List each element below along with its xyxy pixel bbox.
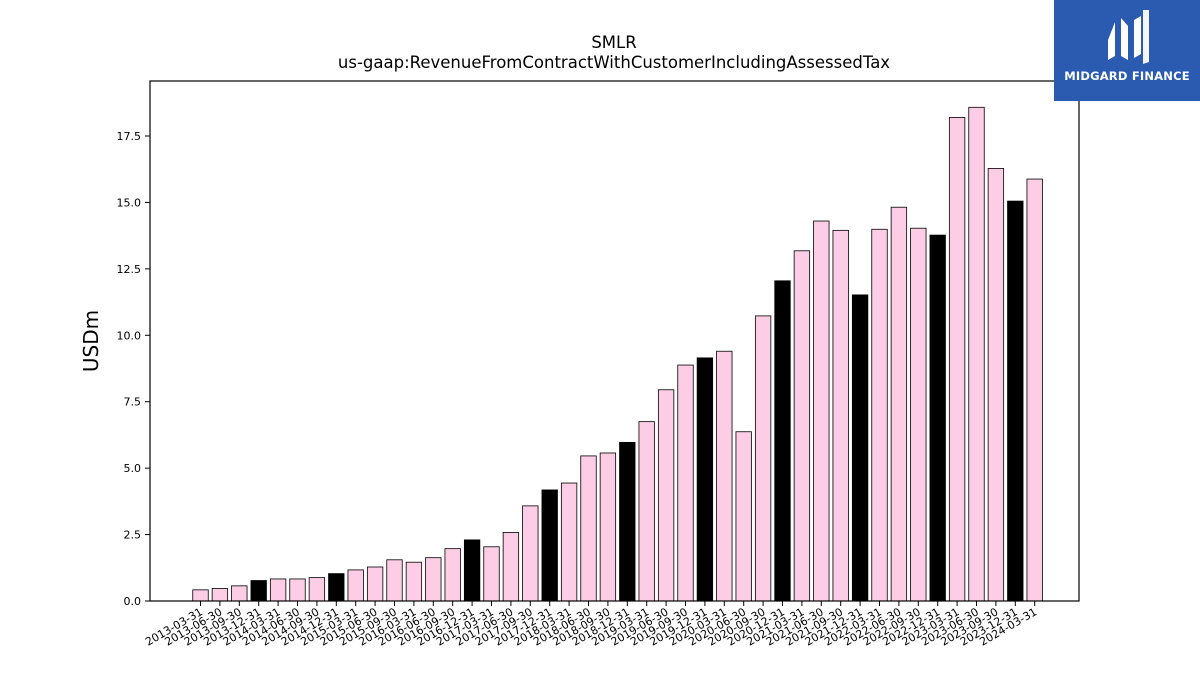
- bar: [677, 364, 694, 602]
- logo-text: MIDGARD FINANCE: [1064, 69, 1190, 83]
- chart-subtitle: us-gaap:RevenueFromContractWithCustomerI…: [338, 53, 890, 72]
- bar: [987, 168, 1005, 602]
- y-tick-label: 0.0: [124, 595, 142, 608]
- y-tick-label: 2.5: [124, 529, 142, 542]
- bar: [1026, 178, 1043, 602]
- bar: [483, 546, 500, 602]
- bars-group: [192, 106, 1043, 602]
- bar: [832, 229, 849, 602]
- bar: [502, 532, 520, 602]
- bar: [910, 227, 927, 602]
- bar: [366, 566, 384, 602]
- bar: [968, 106, 985, 602]
- bar: [522, 505, 539, 602]
- x-axis: 2013-03-312013-06-302013-09-302013-12-31…: [143, 601, 1039, 649]
- y-tick-label: 12.5: [117, 263, 142, 276]
- bar: [211, 588, 229, 602]
- bar: [463, 539, 481, 602]
- bar: [619, 441, 636, 602]
- y-tick-label: 15.0: [117, 196, 142, 209]
- bar: [948, 117, 966, 602]
- bar: [328, 573, 345, 602]
- y-tick-label: 7.5: [124, 396, 142, 409]
- bar: [580, 455, 597, 602]
- bar: [774, 280, 791, 602]
- bar: [192, 589, 209, 602]
- bar: [250, 580, 267, 602]
- midgard-finance-logo: MIDGARD FINANCE: [1054, 0, 1200, 101]
- bar: [813, 220, 830, 602]
- chart-title: SMLR: [591, 33, 636, 52]
- bar: [269, 578, 287, 602]
- midgard-logo-mark-icon: [1108, 10, 1149, 64]
- bar: [851, 294, 869, 602]
- bar: [696, 357, 714, 602]
- y-axis: 0.0 2.5 5.0 7.5 10.0 12.5 15.0 17.5: [117, 130, 150, 608]
- bar: [347, 569, 364, 602]
- bar: [871, 228, 888, 602]
- bar: [638, 421, 655, 602]
- y-tick-label: 5.0: [124, 462, 142, 475]
- bar: [929, 234, 946, 602]
- bar: [890, 206, 908, 602]
- bar: [735, 431, 752, 602]
- bar: [793, 250, 811, 602]
- y-tick-label: 17.5: [117, 130, 142, 143]
- bar: [657, 389, 675, 602]
- bar: [231, 585, 248, 602]
- bar: [425, 557, 442, 602]
- bar: [754, 315, 772, 602]
- y-tick-label: 10.0: [117, 329, 142, 342]
- bar: [308, 577, 326, 602]
- bar: [386, 559, 403, 602]
- plot-frame: [149, 80, 1080, 602]
- bar: [541, 489, 558, 602]
- bar: [405, 561, 423, 602]
- bar: [444, 548, 461, 602]
- bar: [599, 452, 617, 602]
- y-axis-label: USDm: [79, 310, 103, 372]
- bar: [1007, 200, 1024, 602]
- bar: [560, 482, 578, 602]
- bar: [716, 350, 733, 602]
- bar: [289, 578, 306, 602]
